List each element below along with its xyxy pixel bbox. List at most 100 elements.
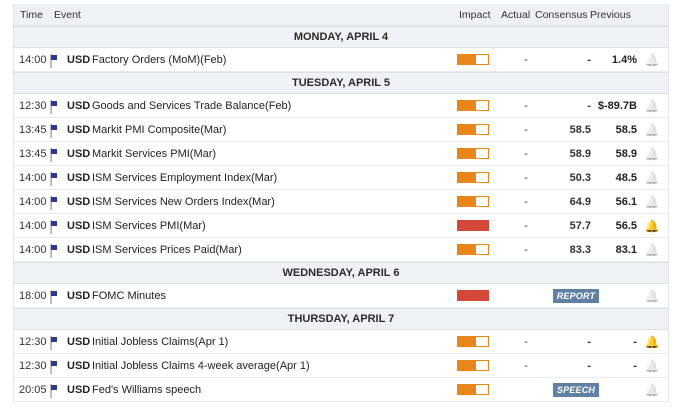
bell-icon[interactable]: 🔔 bbox=[644, 288, 660, 303]
event-row[interactable]: 14:00 USD ISM Services PMI(Mar) - 57.7 56.5 🔔 bbox=[14, 214, 668, 238]
event-actual: - bbox=[524, 195, 528, 208]
event-name[interactable]: Initial Jobless Claims 4-week average(Ap… bbox=[92, 359, 310, 372]
bell-icon[interactable]: 🔔 bbox=[644, 146, 660, 161]
alert-cell: 🔔 bbox=[637, 54, 667, 66]
day-header: MONDAY, APRIL 4 bbox=[14, 26, 668, 48]
alert-cell: 🔔 bbox=[637, 196, 667, 208]
bell-icon[interactable]: 🔔 bbox=[644, 170, 660, 185]
event-actual: - bbox=[524, 219, 528, 232]
event-previous: 83.1 bbox=[615, 243, 637, 256]
alert-cell: 🔔 bbox=[637, 100, 667, 112]
event-consensus: 58.5 bbox=[569, 123, 591, 136]
impact-indicator bbox=[457, 196, 515, 207]
event-time: 20:05 bbox=[19, 383, 47, 396]
event-row[interactable]: 14:00 USD ISM Services Prices Paid(Mar) - 83… bbox=[14, 238, 668, 262]
header-time: Time bbox=[20, 8, 43, 21]
impact-indicator bbox=[457, 384, 515, 395]
us-flag-icon bbox=[50, 243, 64, 258]
us-flag-icon bbox=[50, 195, 64, 210]
event-row[interactable]: 13:45 USD Markit Services PMI(Mar) - 58.9 58.… bbox=[14, 142, 668, 166]
us-flag-icon bbox=[50, 53, 64, 68]
event-row[interactable]: 13:45 USD Markit PMI Composite(Mar) - 58.5 58… bbox=[14, 118, 668, 142]
event-row[interactable]: 12:30 USD Goods and Services Trade Balance… bbox=[14, 94, 668, 118]
header-impact: Impact bbox=[459, 8, 491, 21]
event-time: 18:00 bbox=[19, 289, 47, 302]
event-consensus: - bbox=[587, 359, 591, 372]
us-flag-icon bbox=[50, 171, 64, 186]
bell-icon[interactable]: 🔔 bbox=[644, 98, 660, 113]
speech-tag[interactable]: SPEECH bbox=[552, 382, 600, 397]
event-currency: USD bbox=[67, 219, 91, 232]
event-name[interactable]: Initial Jobless Claims(Apr 1) bbox=[92, 335, 229, 348]
event-name[interactable]: FOMC Minutes bbox=[92, 289, 166, 302]
impact-indicator bbox=[457, 54, 515, 65]
event-currency: USD bbox=[67, 99, 91, 112]
scrollbar-track[interactable] bbox=[671, 0, 679, 407]
day-header: THURSDAY, APRIL 7 bbox=[14, 308, 668, 330]
event-consensus: 83.3 bbox=[569, 243, 591, 256]
bell-icon[interactable]: 🔔 bbox=[644, 194, 660, 209]
event-time: 14:00 bbox=[19, 195, 47, 208]
alert-cell: 🔔 bbox=[637, 244, 667, 256]
event-consensus: 58.9 bbox=[569, 147, 591, 160]
impact-indicator bbox=[457, 148, 515, 159]
us-flag-icon bbox=[50, 359, 64, 374]
event-name[interactable]: Factory Orders (MoM)(Feb) bbox=[92, 53, 227, 66]
alert-cell: 🔔 bbox=[637, 172, 667, 184]
event-row[interactable]: 14:00 USD ISM Services New Orders Index(Ma… bbox=[14, 190, 668, 214]
event-name[interactable]: Goods and Services Trade Balance(Feb) bbox=[92, 99, 292, 112]
event-row[interactable]: 12:30 USD Initial Jobless Claims(Apr 1) - - -… bbox=[14, 330, 668, 354]
bell-icon[interactable]: 🔔 bbox=[644, 218, 660, 233]
impact-indicator bbox=[457, 290, 515, 301]
bell-icon[interactable]: 🔔 bbox=[644, 334, 660, 349]
event-consensus: - bbox=[587, 53, 591, 66]
event-name[interactable]: Fed's Williams speech bbox=[92, 383, 202, 396]
event-previous: 1.4% bbox=[611, 53, 637, 66]
event-row[interactable]: 20:05 USD Fed's Williams speech SPEECH 🔔 bbox=[14, 378, 668, 402]
event-name[interactable]: ISM Services New Orders Index(Mar) bbox=[92, 195, 275, 208]
event-name[interactable]: Markit PMI Composite(Mar) bbox=[92, 123, 227, 136]
impact-bar bbox=[457, 54, 489, 65]
event-name[interactable]: ISM Services Prices Paid(Mar) bbox=[92, 243, 242, 256]
event-previous: $-89.7B bbox=[597, 99, 637, 112]
bell-icon[interactable]: 🔔 bbox=[644, 52, 660, 67]
alert-cell: 🔔 bbox=[637, 336, 667, 348]
header-previous: Previous bbox=[590, 8, 631, 21]
event-consensus: - bbox=[587, 99, 591, 112]
report-tag[interactable]: REPORT bbox=[552, 288, 600, 303]
impact-bar bbox=[457, 172, 489, 183]
event-actual: - bbox=[524, 99, 528, 112]
bell-icon[interactable]: 🔔 bbox=[644, 382, 660, 397]
event-currency: USD bbox=[67, 53, 91, 66]
event-row[interactable]: 14:00 USD ISM Services Employment Index(Ma… bbox=[14, 166, 668, 190]
event-row[interactable]: 18:00 USD FOMC Minutes REPORT 🔔 bbox=[14, 284, 668, 308]
us-flag-icon bbox=[50, 289, 64, 304]
event-previous: - bbox=[633, 359, 637, 372]
bell-icon[interactable]: 🔔 bbox=[644, 242, 660, 257]
event-row[interactable]: 14:00 USD Factory Orders (MoM)(Feb) - - 1.4% 🔔 bbox=[14, 48, 668, 72]
event-previous: 56.5 bbox=[615, 219, 637, 232]
event-actual: - bbox=[524, 147, 528, 160]
event-name[interactable]: Markit Services PMI(Mar) bbox=[92, 147, 217, 160]
event-time: 14:00 bbox=[19, 53, 47, 66]
event-currency: USD bbox=[67, 243, 91, 256]
event-currency: USD bbox=[67, 335, 91, 348]
event-tag-cell: REPORT bbox=[515, 288, 637, 303]
event-name[interactable]: ISM Services Employment Index(Mar) bbox=[92, 171, 278, 184]
event-row[interactable]: 12:30 USD Initial Jobless Claims 4-week av… bbox=[14, 354, 668, 378]
event-actual: - bbox=[524, 359, 528, 372]
impact-bar bbox=[457, 360, 489, 371]
calendar-header: Time Event Impact Actual Consensus Previ… bbox=[14, 4, 668, 26]
impact-indicator bbox=[457, 100, 515, 111]
bell-icon[interactable]: 🔔 bbox=[644, 358, 660, 373]
bell-icon[interactable]: 🔔 bbox=[644, 122, 660, 137]
event-time: 13:45 bbox=[19, 123, 47, 136]
day-header: TUESDAY, APRIL 5 bbox=[14, 72, 668, 94]
event-name[interactable]: ISM Services PMI(Mar) bbox=[92, 219, 206, 232]
event-currency: USD bbox=[67, 359, 91, 372]
us-flag-icon bbox=[50, 335, 64, 350]
event-previous: - bbox=[633, 335, 637, 348]
event-consensus: 57.7 bbox=[569, 219, 591, 232]
impact-bar bbox=[457, 384, 489, 395]
impact-bar bbox=[457, 290, 489, 301]
